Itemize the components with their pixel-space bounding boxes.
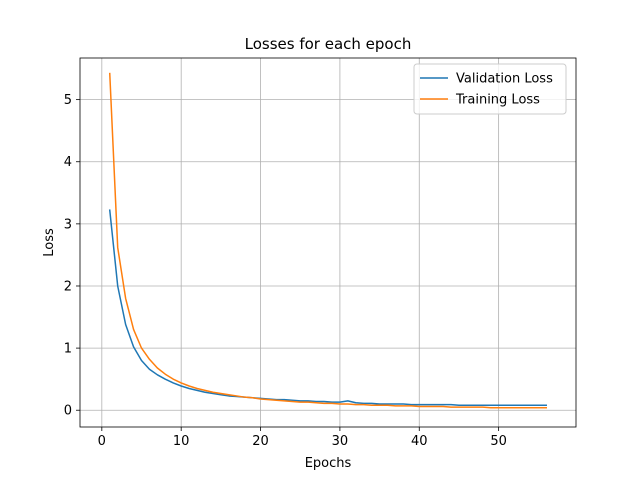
x-tick-label: 50 — [490, 434, 507, 449]
y-tick-label: 5 — [64, 93, 72, 108]
x-tick-label: 10 — [173, 434, 190, 449]
y-tick-label: 3 — [64, 217, 72, 232]
series-line-training-loss — [108, 72, 547, 409]
y-tick-label: 0 — [64, 404, 72, 419]
y-axis-label: Loss — [42, 228, 57, 257]
legend-label: Training Loss — [455, 93, 540, 108]
x-tick-label: 20 — [252, 434, 269, 449]
x-tick-label: 40 — [411, 434, 428, 449]
x-axis-label: Epochs — [305, 456, 352, 471]
x-tick-label: 30 — [332, 434, 349, 449]
grid — [80, 58, 576, 427]
y-tick-label: 4 — [64, 155, 72, 170]
ticks: 0 10 20 30 40 50 0 1 2 3 4 5 — [64, 93, 507, 449]
legend: Validation Loss Training Loss — [413, 63, 567, 115]
y-tick-label: 2 — [64, 279, 72, 294]
legend-box — [413, 63, 567, 115]
chart-title: Losses for each epoch — [245, 35, 412, 53]
y-tick-label: 1 — [64, 342, 72, 357]
legend-label: Validation Loss — [456, 72, 553, 87]
series-line-validation-loss — [108, 209, 547, 407]
series-layer — [108, 72, 547, 409]
axes-frame — [79, 57, 577, 428]
x-tick-label: 0 — [98, 434, 106, 449]
